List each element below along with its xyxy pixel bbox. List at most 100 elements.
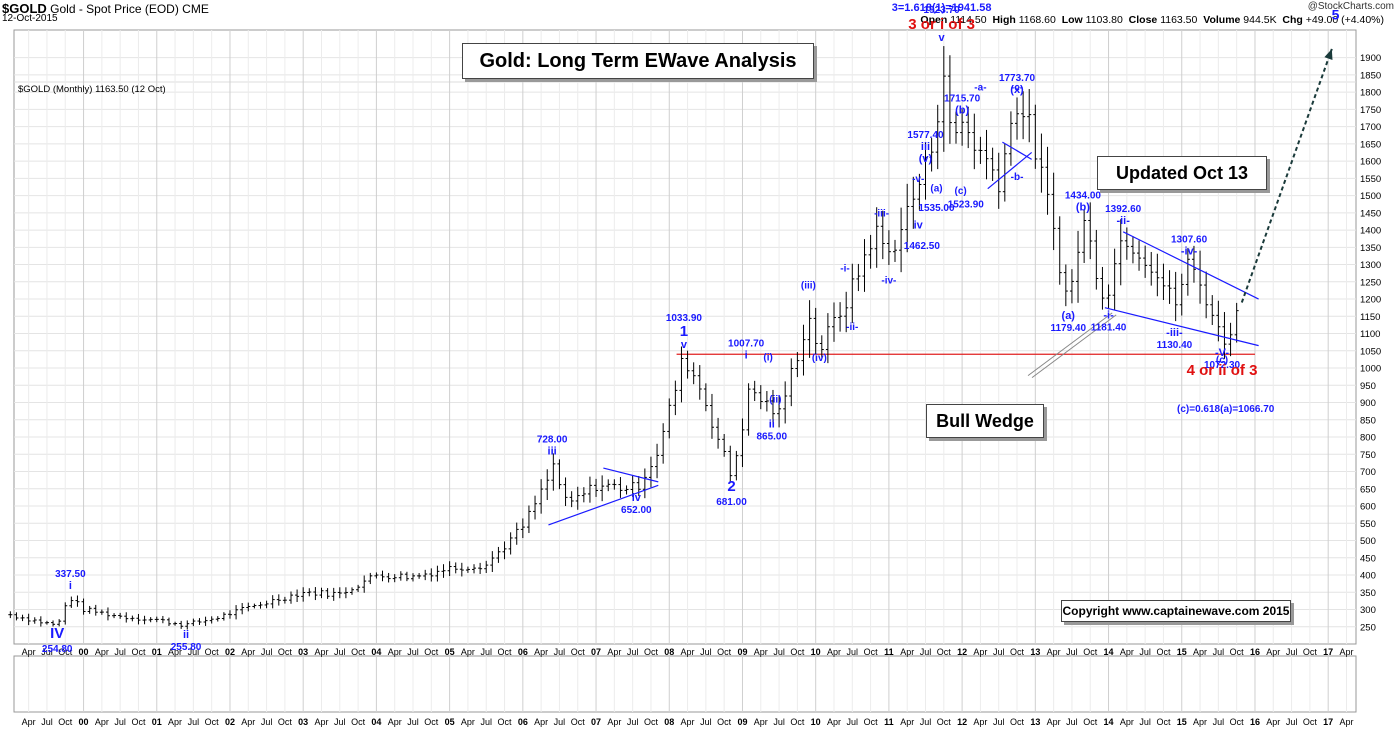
trendline	[987, 151, 1033, 190]
x-tick-label: Apr	[388, 647, 402, 657]
x-tick-label: Oct	[424, 647, 439, 657]
annotation-label: (iii)	[801, 281, 816, 292]
x-tick-label: Apr	[607, 647, 621, 657]
x-tick-label-lower: Apr	[754, 717, 768, 727]
annotation-label: (ii)	[769, 395, 781, 406]
annotation-label: -a-	[974, 82, 986, 93]
annotation-label: -b-	[1011, 172, 1024, 183]
x-tick-label-lower: Oct	[498, 717, 513, 727]
annotation-label: 1462.50	[904, 241, 941, 252]
x-tick-label-lower: 08	[664, 717, 674, 727]
close-value: 1163.50	[1160, 14, 1198, 26]
x-tick-label-lower: Oct	[717, 717, 732, 727]
callout-leader-2	[1031, 314, 1117, 379]
x-tick-label: Oct	[864, 647, 879, 657]
x-tick-label: Apr	[1120, 647, 1134, 657]
wave-value: 1072.30	[1204, 360, 1241, 371]
x-tick-label-lower: 09	[737, 717, 747, 727]
y-tick-label: 1350	[1360, 243, 1381, 254]
x-tick-label-lower: 04	[371, 717, 381, 727]
chg-label: Chg	[1282, 14, 1303, 26]
x-tick-label: Apr	[461, 647, 475, 657]
wave-value: 1181.40	[1091, 322, 1127, 333]
y-tick-label: 1150	[1360, 312, 1380, 323]
x-tick-label-lower: Oct	[1303, 717, 1318, 727]
wave-label: -i-	[1103, 309, 1114, 321]
annotation-label: -ii-	[846, 322, 858, 333]
x-tick-label-lower: Jul	[700, 717, 712, 727]
x-tick-label: 14	[1104, 647, 1114, 657]
x-tick-label: Jul	[334, 647, 346, 657]
wave-label: -iii-	[1166, 327, 1183, 339]
y-tick-label: 250	[1360, 622, 1376, 633]
x-tick-label-lower: 13	[1030, 717, 1040, 727]
x-tick-label: Oct	[58, 647, 73, 657]
x-tick-label-lower: Apr	[461, 717, 475, 727]
x-tick-label: Apr	[754, 647, 768, 657]
x-tick-label-lower: Apr	[534, 717, 548, 727]
x-tick-label: Apr	[900, 647, 914, 657]
close-label: Close	[1128, 14, 1158, 26]
x-tick-label: Oct	[278, 647, 293, 657]
x-tick-label: Jul	[847, 647, 859, 657]
x-tick-label-lower: 07	[591, 717, 601, 727]
x-tick-label-lower: 03	[298, 717, 308, 727]
x-tick-label-lower: 12	[957, 717, 967, 727]
x-tick-label-lower: Apr	[1339, 717, 1353, 727]
x-tick-label: Apr	[827, 647, 841, 657]
x-tick-label: 11	[884, 647, 894, 657]
wave-value: 681.00	[716, 497, 747, 508]
x-tick-label: 04	[371, 647, 381, 657]
wave-value: 1007.70	[728, 339, 765, 350]
annotation-label: -v-	[912, 174, 924, 185]
x-tick-label: Apr	[1266, 647, 1280, 657]
x-tick-label: Jul	[700, 647, 712, 657]
x-tick-label-lower: Oct	[644, 717, 659, 727]
x-tick-label: Jul	[554, 647, 566, 657]
wave-value: 337.50	[55, 569, 86, 580]
x-tick-label: Apr	[534, 647, 548, 657]
y-tick-label: 1400	[1360, 226, 1381, 237]
x-tick-label-lower: Oct	[790, 717, 805, 727]
y-tick-label: 700	[1360, 467, 1376, 478]
x-tick-label: Apr	[681, 647, 695, 657]
y-tick-label: 1500	[1360, 191, 1381, 202]
x-tick-label: Jul	[627, 647, 639, 657]
x-tick-label: Oct	[717, 647, 732, 657]
wave-value: 1033.90	[666, 313, 703, 324]
x-tick-label-lower: Jul	[407, 717, 419, 727]
x-tick-label: Jul	[920, 647, 932, 657]
x-tick-label: Jul	[1066, 647, 1078, 657]
annotation-label: -i-	[840, 263, 849, 274]
y-tick-label: 1000	[1360, 364, 1381, 375]
x-tick-label-lower: Jul	[1286, 717, 1298, 727]
x-tick-label-lower: Jul	[114, 717, 126, 727]
chart-title: Gold: Long Term EWave Analysis	[462, 43, 814, 79]
symbol-description: Gold - Spot Price (EOD) CME	[50, 2, 209, 16]
x-tick-label: Oct	[644, 647, 659, 657]
x-tick-label-lower: Oct	[205, 717, 220, 727]
wave-label: i	[745, 350, 748, 362]
wave-label: (a)	[1062, 310, 1076, 322]
x-tick-label-lower: Oct	[424, 717, 439, 727]
annotation-label: (c)=0.618(a)=1066.70	[1177, 404, 1275, 415]
x-tick-label: Jul	[188, 647, 200, 657]
x-tick-label-lower: Jul	[627, 717, 639, 727]
y-tick-label: 450	[1360, 553, 1376, 564]
annotation-label: -c-	[1011, 82, 1023, 93]
x-tick-label-lower: Jul	[773, 717, 785, 727]
wave-value: 1923.70	[924, 5, 961, 16]
y-tick-label: 950	[1360, 381, 1376, 392]
x-tick-label: 15	[1177, 647, 1187, 657]
y-tick-label: 1050	[1360, 346, 1381, 357]
x-tick-label: Oct	[498, 647, 513, 657]
wave-value: 728.00	[537, 434, 568, 445]
x-tick-label: Apr	[1193, 647, 1207, 657]
y-tick-label: 800	[1360, 433, 1376, 444]
x-tick-label: Oct	[205, 647, 220, 657]
x-tick-label: Apr	[1047, 647, 1061, 657]
y-tick-label: 850	[1360, 415, 1376, 426]
x-tick-label: 02	[225, 647, 235, 657]
x-tick-label-lower: Jul	[261, 717, 273, 727]
x-tick-label: Jul	[480, 647, 492, 657]
